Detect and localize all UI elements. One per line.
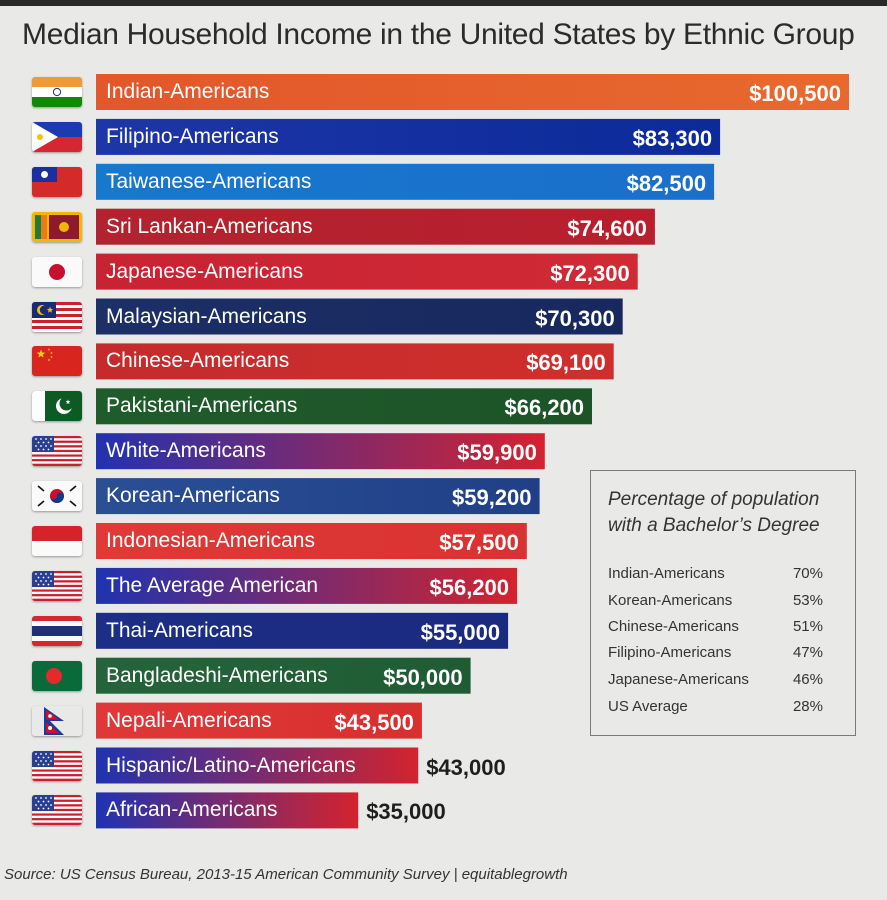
flag-usa-icon: [32, 795, 82, 826]
bar-category-label: Sri Lankan-Americans: [106, 214, 313, 238]
bar-value-label: $35,000: [366, 799, 446, 825]
inset-row-pct: 51%: [792, 618, 823, 635]
flag-pakistan-icon: [32, 391, 82, 422]
inset-row-name: Japanese-Americans: [608, 671, 749, 688]
flag-bangladesh-icon: [32, 660, 82, 691]
inset-row-pct: 46%: [792, 671, 823, 688]
bar-value-label: $59,900: [457, 440, 537, 466]
bar-5: [96, 298, 623, 335]
bar-13: [96, 657, 471, 694]
bar-2: [96, 163, 715, 200]
bar-value-label: $43,500: [334, 709, 414, 735]
bachelor-degree-inset: Percentage of population with a Bachelor…: [590, 470, 856, 736]
inset-row: Chinese-Americans 51%: [608, 618, 823, 638]
bar-category-label: Bangladeshi-Americans: [106, 663, 328, 687]
bar-category-label: Filipino-Americans: [106, 124, 279, 148]
inset-row: Korean-Americans 53%: [608, 592, 823, 612]
inset-title: Percentage of population with a Bachelor…: [608, 489, 820, 536]
bar-value-label: $43,000: [426, 754, 506, 780]
bar-category-label: Taiwanese-Americans: [106, 169, 312, 193]
top-border: [0, 0, 887, 6]
bar-16: [96, 792, 359, 829]
bar-9: [96, 478, 540, 515]
bar-value-label: $83,300: [632, 125, 713, 151]
inset-row-name: US Average: [608, 698, 688, 715]
source-note: Source: US Census Bureau, 2013-15 Americ…: [4, 866, 568, 883]
flag-thailand-icon: [32, 615, 82, 646]
bar-value-label: $72,300: [550, 260, 630, 286]
bar-3: [96, 208, 655, 245]
inset-row-name: Korean-Americans: [608, 592, 733, 609]
bar-11: [96, 567, 518, 604]
flag-taiwan-icon: [32, 166, 82, 197]
inset-row: Japanese-Americans 46%: [608, 671, 823, 691]
bar-category-label: Malaysian-Americans: [106, 304, 307, 328]
flag-south-korea-icon: [32, 481, 82, 512]
bar-category-label: Pakistani-Americans: [106, 394, 298, 418]
flag-usa-icon: [32, 436, 82, 467]
bar-10: [96, 523, 527, 559]
bar-8: [96, 433, 545, 470]
bar-value-label: $74,600: [567, 215, 647, 241]
bar-category-label: Hispanic/Latino-Americans: [106, 753, 356, 777]
inset-row: Indian-Americans 70%: [608, 565, 823, 585]
bar-category-label: Indian-Americans: [106, 80, 270, 103]
inset-row-pct: 53%: [792, 592, 823, 609]
flag-usa-icon: [32, 570, 82, 601]
bar-7: [96, 388, 592, 425]
inset-row-name: Chinese-Americans: [608, 618, 739, 635]
flag-nepal-icon: [32, 705, 82, 736]
bar-category-label: Korean-Americans: [106, 484, 280, 508]
bar-category-label: Chinese-Americans: [106, 349, 290, 373]
bar-value-label: $55,000: [420, 619, 501, 645]
bar-category-label: White-Americans: [106, 439, 266, 463]
inset-row: US Average 28%: [608, 698, 823, 718]
flag-sri-lanka-icon: [32, 211, 82, 242]
bar-value-label: $70,300: [535, 305, 615, 331]
bar-value-label: $69,100: [526, 350, 606, 376]
bar-value-label: $82,500: [626, 170, 707, 196]
bar-14: [96, 702, 422, 739]
inset-row-pct: 70%: [792, 565, 823, 582]
chart-title: Median Household Income in the United St…: [22, 18, 855, 51]
bar-category-label: Nepali-Americans: [106, 708, 272, 732]
flag-philippines-icon: [32, 121, 82, 152]
bar-category-label: Japanese-Americans: [106, 259, 304, 283]
bar-0: [96, 74, 849, 110]
bar-category-label: Thai-Americans: [106, 618, 254, 642]
bar-value-label: $56,200: [429, 574, 510, 600]
bar-6: [96, 343, 614, 380]
flag-usa-icon: [32, 750, 82, 781]
flag-malaysia-icon: [32, 301, 82, 332]
bar-value-label: $66,200: [504, 395, 585, 421]
bar-value-label: $59,200: [452, 485, 532, 511]
flag-china-icon: [32, 346, 82, 377]
bar-category-label: Indonesian-Americans: [106, 529, 315, 552]
bar-15: [96, 747, 419, 784]
inset-row-name: Filipino-Americans: [608, 644, 732, 661]
bar-value-label: $100,500: [749, 81, 841, 106]
flag-india-icon: [32, 77, 82, 107]
bar-value-label: $57,500: [439, 530, 519, 555]
bar-category-label: African-Americans: [106, 798, 278, 822]
bar-12: [96, 612, 509, 649]
inset-row-pct: 47%: [792, 644, 823, 661]
bar-value-label: $50,000: [383, 664, 463, 690]
inset-row-name: Indian-Americans: [608, 565, 725, 582]
inset-row-pct: 28%: [792, 698, 823, 715]
bar-category-label: The Average American: [106, 573, 319, 597]
flag-japan-icon: [32, 256, 82, 287]
bar-1: [96, 118, 721, 155]
inset-row: Filipino-Americans 47%: [608, 644, 823, 664]
bar-4: [96, 253, 638, 290]
flag-indonesia-icon: [32, 526, 82, 556]
